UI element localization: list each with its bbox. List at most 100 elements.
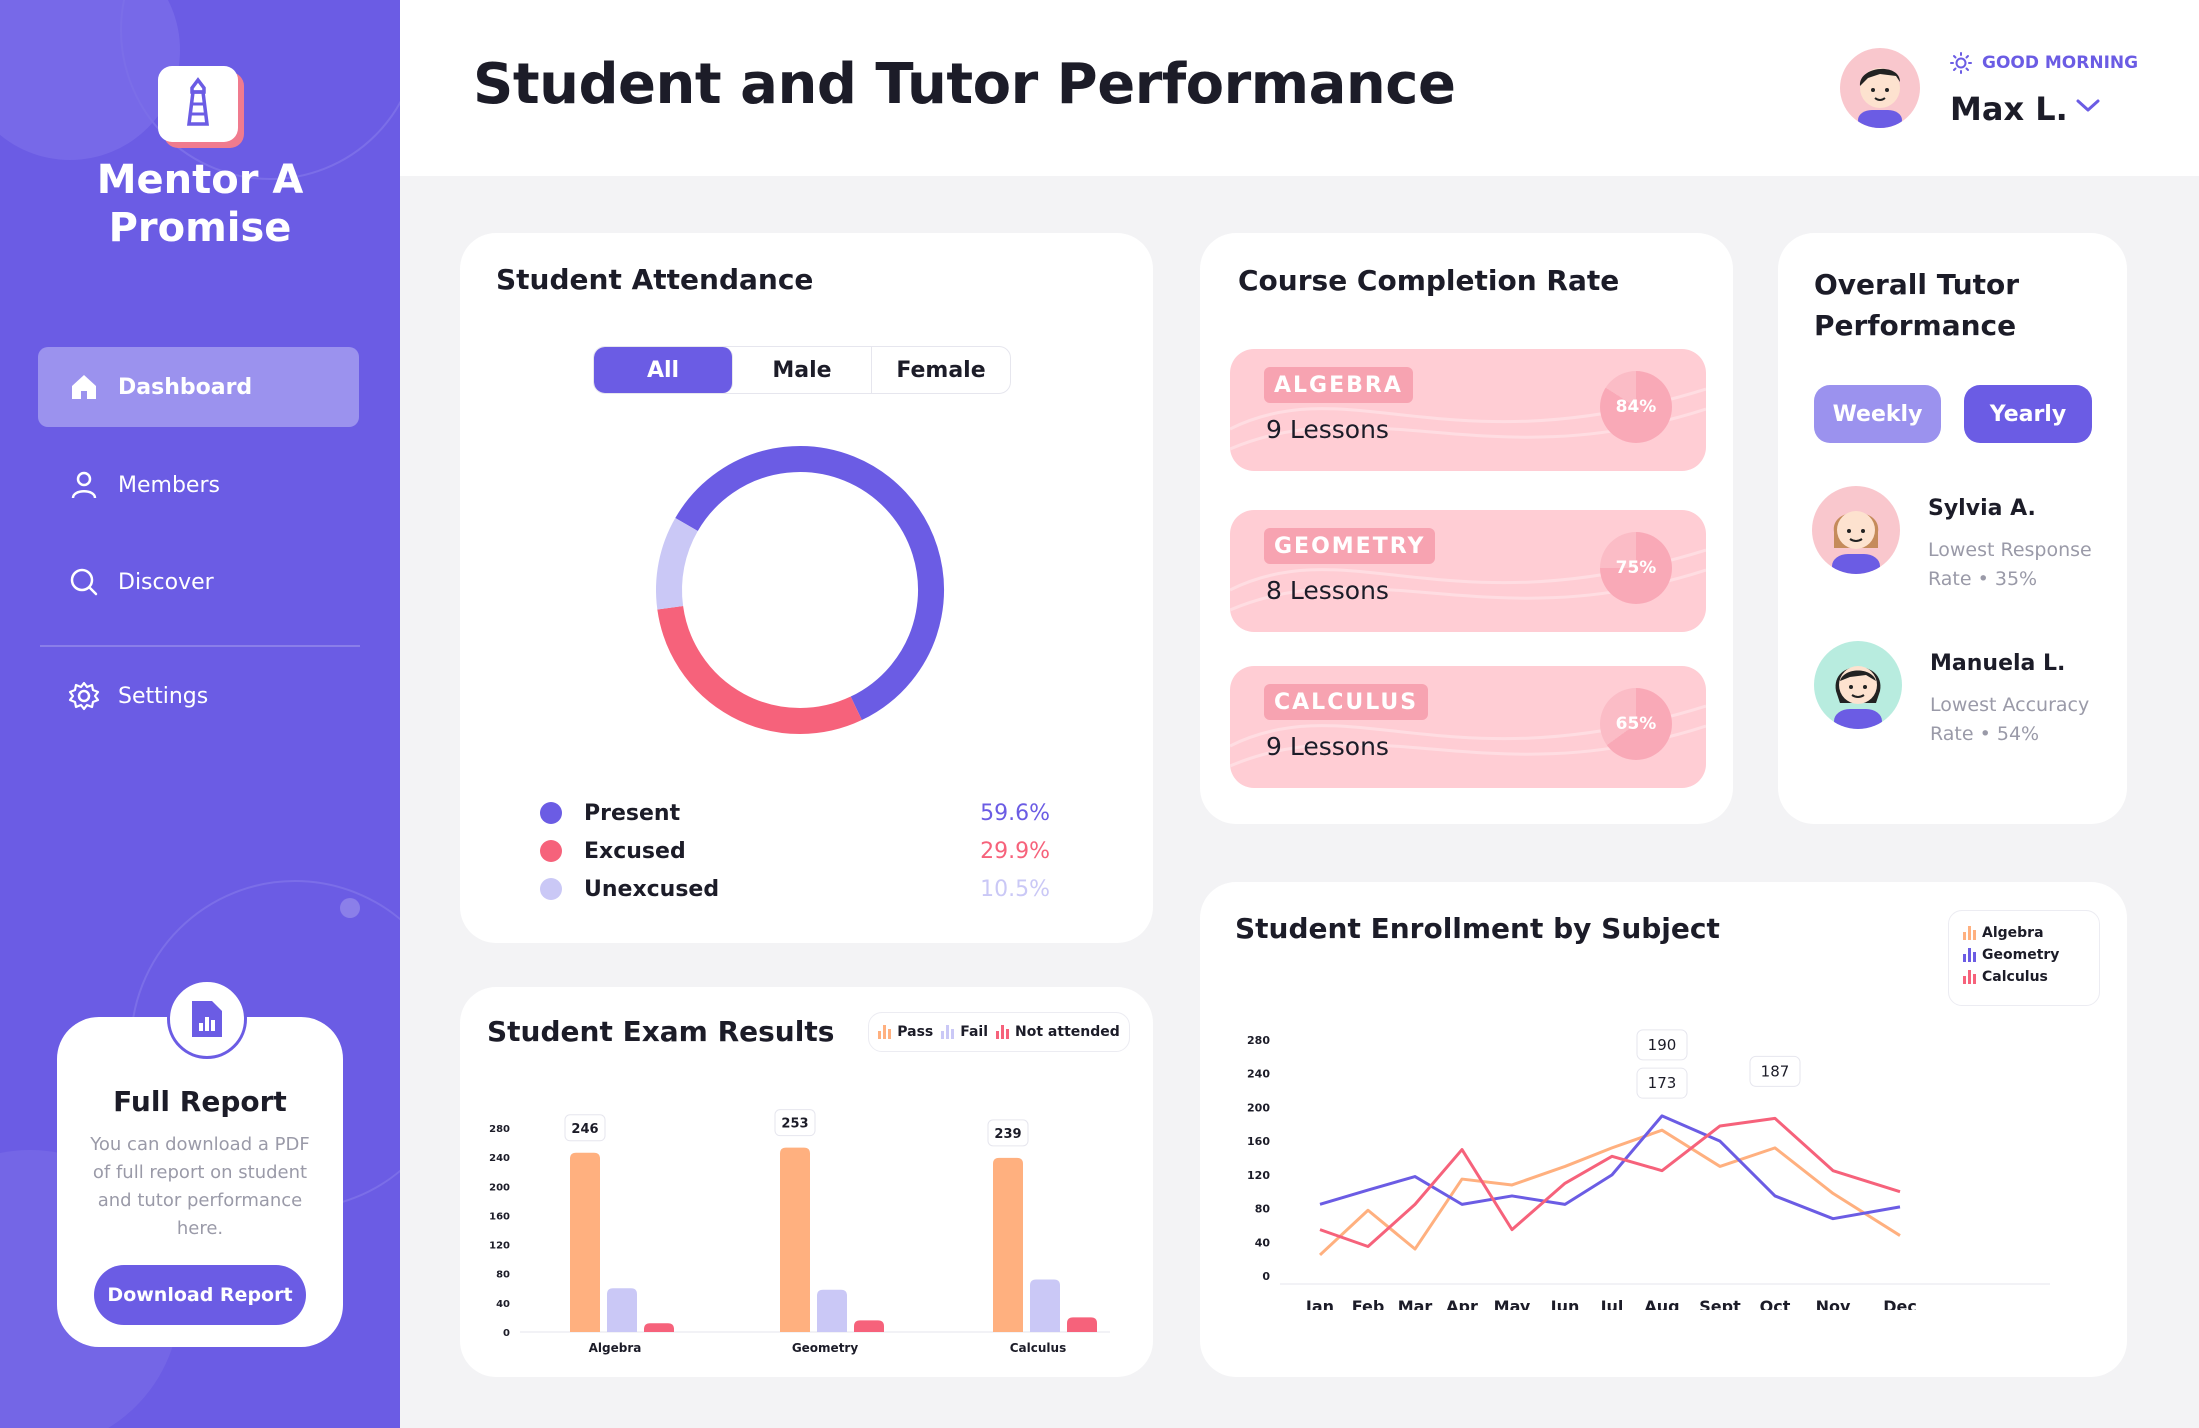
y-tick-label: 0 bbox=[1262, 1270, 1270, 1283]
completion-percent: 65% bbox=[1615, 714, 1657, 734]
course-subject-tag: ALGEBRA bbox=[1264, 367, 1413, 403]
sidebar-item-dashboard[interactable]: Dashboard bbox=[38, 347, 359, 427]
y-tick-label: 280 bbox=[1247, 1034, 1270, 1047]
course-card-algebra[interactable]: ALGEBRA 9 Lessons 84% bbox=[1230, 349, 1706, 471]
course-completion-title: Course Completion Rate bbox=[1238, 264, 1620, 297]
legend-calculus: Calculus bbox=[1963, 969, 2099, 985]
sidebar: Mentor A Promise Dashboard Members Disco… bbox=[0, 0, 400, 1428]
brand-name: Mentor A Promise bbox=[0, 156, 400, 252]
tab-weekly[interactable]: Weekly bbox=[1814, 385, 1941, 443]
completion-pie bbox=[1600, 371, 1672, 443]
legend-pass: Pass bbox=[878, 1024, 933, 1040]
tutor-note-line-2: Rate • 54% bbox=[1930, 723, 2040, 745]
tutor-performance-title: Overall Tutor Performance bbox=[1814, 264, 2019, 346]
download-report-button[interactable]: Download Report bbox=[94, 1265, 306, 1325]
bar-fail bbox=[607, 1288, 637, 1332]
bar-not-attended bbox=[1067, 1317, 1097, 1332]
x-tick-label: Algebra bbox=[589, 1341, 642, 1355]
y-tick-label: 80 bbox=[496, 1270, 510, 1281]
bar-legend-icon bbox=[1963, 926, 1976, 940]
x-tick-label: Nov bbox=[1816, 1297, 1851, 1310]
bar-fail bbox=[1030, 1279, 1060, 1332]
filter-female[interactable]: Female bbox=[896, 357, 986, 383]
annotation-label: 187 bbox=[1761, 1062, 1790, 1080]
legend-fail: Fail bbox=[941, 1024, 988, 1040]
y-tick-label: 240 bbox=[1247, 1068, 1270, 1081]
legend-value: 59.6% bbox=[980, 800, 1050, 826]
page-title: Student and Tutor Performance bbox=[473, 52, 1456, 117]
chevron-down-icon[interactable] bbox=[2075, 98, 2101, 114]
course-subject-tag: GEOMETRY bbox=[1264, 528, 1436, 564]
user-name[interactable]: Max L. bbox=[1950, 90, 2068, 128]
legend-label: Fail bbox=[960, 1024, 989, 1040]
report-description: You can download a PDF of full report on… bbox=[90, 1134, 310, 1239]
completion-percent: 84% bbox=[1615, 397, 1657, 417]
x-tick-label: Apr bbox=[1446, 1297, 1478, 1310]
annotation-box bbox=[1636, 1029, 1688, 1061]
home-icon bbox=[72, 375, 96, 399]
series-line-calculus bbox=[1319, 1116, 1901, 1248]
legend-geometry: Geometry bbox=[1963, 947, 2099, 963]
tutor-avatar-icon bbox=[1834, 666, 1882, 729]
full-report-card: Full Report You can download a PDF of fu… bbox=[57, 979, 343, 1347]
y-tick-label: 120 bbox=[1247, 1169, 1270, 1182]
series-line-geometry bbox=[1319, 1114, 1901, 1221]
avatar[interactable] bbox=[1840, 48, 1920, 128]
attendance-card bbox=[460, 233, 1153, 943]
sidebar-item-settings[interactable]: Settings bbox=[38, 656, 359, 736]
x-tick-label: May bbox=[1494, 1297, 1531, 1310]
legend-unexcused: Unexcused 10.5% bbox=[540, 871, 1050, 907]
filter-all[interactable]: All bbox=[594, 347, 733, 393]
series-line-algebra bbox=[1318, 1128, 1901, 1257]
legend-algebra: Algebra bbox=[1963, 925, 2099, 941]
tutor-title-line-2: Performance bbox=[1814, 309, 2017, 342]
legend-present: Present 59.6% bbox=[540, 795, 1050, 831]
brand-line-2: Promise bbox=[108, 205, 292, 251]
bar-legend-icon bbox=[1963, 970, 1976, 984]
report-title: Full Report bbox=[113, 1085, 287, 1118]
course-card-geometry[interactable]: GEOMETRY 8 Lessons 75% bbox=[1230, 510, 1706, 632]
tutor-note-line-1: Lowest Response bbox=[1928, 539, 2092, 561]
legend-label: Algebra bbox=[1982, 925, 2044, 941]
legend-value: 10.5% bbox=[980, 876, 1050, 902]
tab-yearly[interactable]: Yearly bbox=[1964, 385, 2092, 443]
lighthouse-icon bbox=[187, 77, 209, 126]
legend-label: Excused bbox=[584, 838, 686, 864]
exam-results-title: Student Exam Results bbox=[487, 1015, 835, 1048]
course-card-calculus[interactable]: CALCULUS 9 Lessons 65% bbox=[1230, 666, 1706, 788]
data-label-box bbox=[987, 1119, 1029, 1147]
course-lessons: 8 Lessons bbox=[1266, 576, 1389, 605]
legend-value: 29.9% bbox=[980, 838, 1050, 864]
user-icon bbox=[71, 471, 97, 499]
filter-male[interactable]: Male bbox=[733, 347, 872, 393]
avatar[interactable] bbox=[1814, 641, 1902, 729]
sidebar-item-label: Discover bbox=[118, 569, 214, 595]
legend-dot bbox=[540, 840, 562, 862]
bar-pass bbox=[780, 1147, 810, 1332]
logo bbox=[158, 66, 238, 142]
exam-legend: Pass Fail Not attended bbox=[868, 1012, 1130, 1052]
sidebar-item-label: Members bbox=[118, 472, 220, 498]
completion-percent: 75% bbox=[1615, 558, 1657, 578]
avatar[interactable] bbox=[1812, 486, 1900, 574]
x-tick-label: Calculus bbox=[1010, 1341, 1066, 1355]
legend-label: Calculus bbox=[1982, 969, 2048, 985]
attendance-donut-chart bbox=[656, 446, 944, 734]
x-tick-label: Sept bbox=[1699, 1297, 1741, 1310]
data-label-box bbox=[774, 1109, 816, 1137]
legend-dot bbox=[540, 878, 562, 900]
data-label-box bbox=[564, 1114, 606, 1142]
search-icon bbox=[70, 568, 98, 596]
donut-segment-excused bbox=[657, 605, 862, 734]
course-lessons: 9 Lessons bbox=[1266, 732, 1389, 761]
legend-not-attended: Not attended bbox=[996, 1024, 1120, 1040]
data-label: 253 bbox=[781, 1117, 808, 1132]
sidebar-item-discover[interactable]: Discover bbox=[38, 542, 359, 622]
greeting-text: GOOD MORNING bbox=[1982, 53, 2139, 73]
sidebar-item-members[interactable]: Members bbox=[38, 445, 359, 525]
tutor-note-line-1: Lowest Accuracy bbox=[1930, 694, 2090, 716]
exam-results-bar-chart: 0 40 80 120 160 200 240 280 246 Algebra 253 Geometr… bbox=[489, 1109, 1110, 1355]
course-lessons: 9 Lessons bbox=[1266, 415, 1389, 444]
data-label: 246 bbox=[571, 1122, 598, 1137]
bar-legend-icon bbox=[996, 1025, 1010, 1039]
